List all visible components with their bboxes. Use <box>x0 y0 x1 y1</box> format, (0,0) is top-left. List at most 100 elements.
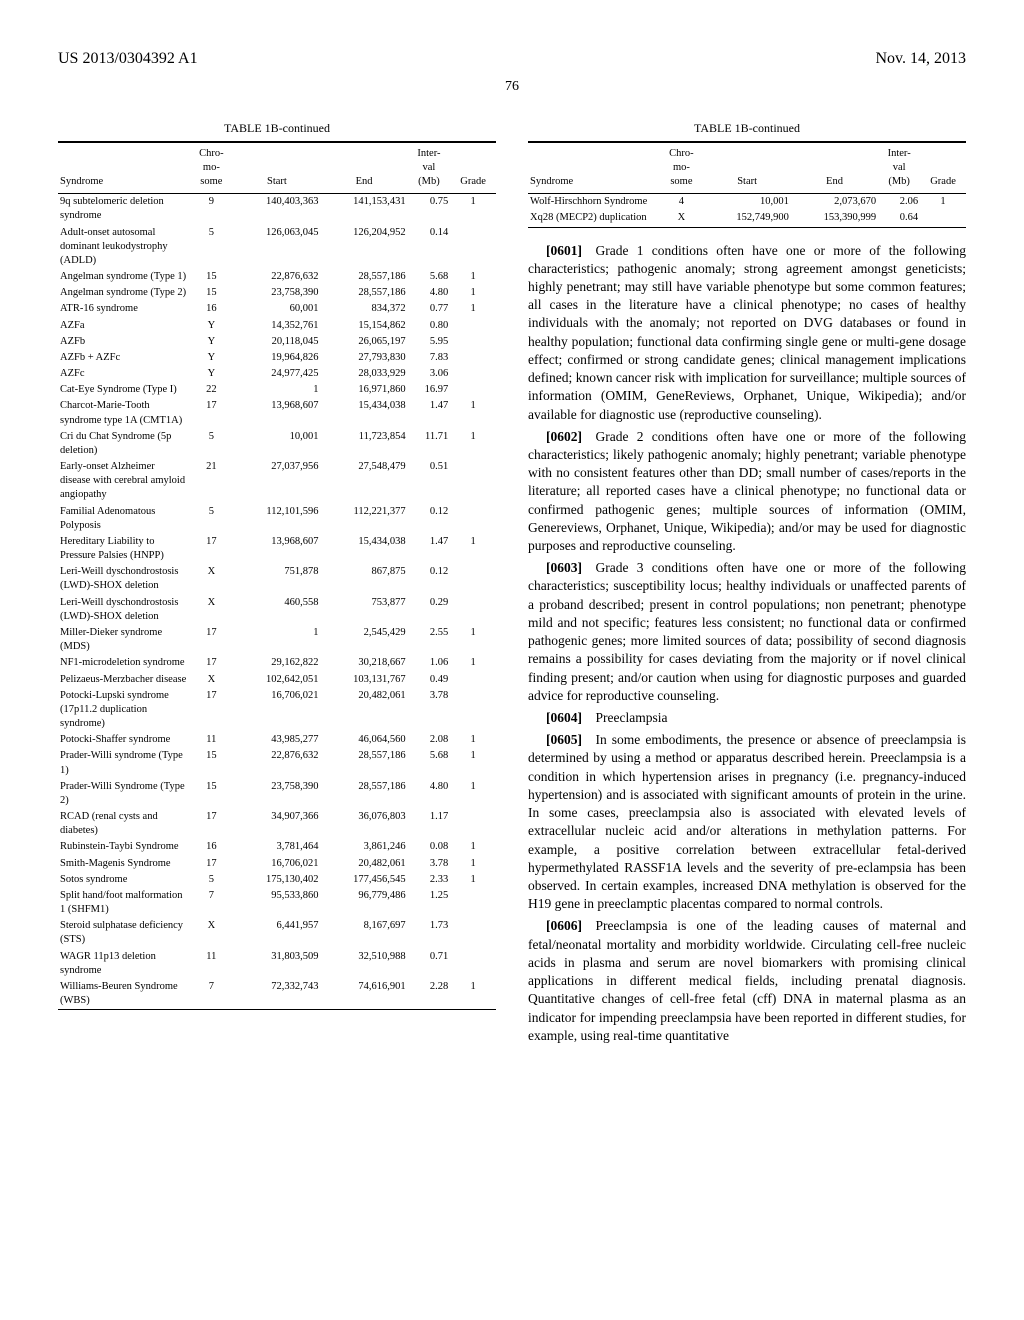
paragraph-number: [0601] <box>546 243 582 258</box>
table-row: Miller-Dieker syndrome (MDS)1712,545,429… <box>58 625 496 655</box>
table-cell: 3.78 <box>408 688 451 733</box>
table-row: Cat-Eye Syndrome (Type I)22116,971,86016… <box>58 382 496 398</box>
table-cell: 751,878 <box>233 564 320 594</box>
table-cell: 17 <box>189 398 233 428</box>
table-cell: 0.77 <box>408 301 451 317</box>
table-cell: 1 <box>450 534 496 564</box>
table-cell: Cri du Chat Syndrome (5p deletion) <box>58 429 189 459</box>
table-cell: 1 <box>920 194 966 211</box>
table-cell: 43,985,277 <box>233 732 320 748</box>
table-cell: 5 <box>189 429 233 459</box>
table-cell: X <box>189 672 233 688</box>
table-row: Leri-Weill dyschondrostosis (LWD)-SHOX d… <box>58 564 496 594</box>
table-cell: 24,977,425 <box>233 366 320 382</box>
table-row: Potocki-Shaffer syndrome1143,985,27746,0… <box>58 732 496 748</box>
table-cell: 15,154,862 <box>320 318 407 334</box>
table-cell: 6,441,957 <box>233 918 320 948</box>
paragraph: [0602] Grade 2 conditions often have one… <box>528 428 966 556</box>
column-header: Inter-val(Mb) <box>878 142 920 194</box>
table-row: Familial Adenomatous Polyposis5112,101,5… <box>58 504 496 534</box>
table-cell: 16,971,860 <box>320 382 407 398</box>
table-cell: Y <box>189 318 233 334</box>
table-cell: 5 <box>189 225 233 270</box>
table-cell: 10,001 <box>703 194 790 211</box>
table-cell: 29,162,822 <box>233 655 320 671</box>
table-cell: Y <box>189 350 233 366</box>
table-cell: 2.28 <box>408 979 451 1010</box>
table-cell: 102,642,051 <box>233 672 320 688</box>
table-cell: 17 <box>189 625 233 655</box>
table-cell <box>450 350 496 366</box>
table-cell: 112,221,377 <box>320 504 407 534</box>
table-cell: 140,403,363 <box>233 194 320 225</box>
table-cell: 0.80 <box>408 318 451 334</box>
paragraph-number: [0605] <box>546 732 582 747</box>
table-row: Williams-Beuren Syndrome (WBS)772,332,74… <box>58 979 496 1010</box>
table-cell: 96,779,486 <box>320 888 407 918</box>
table-row: AZFb + AZFcY19,964,82627,793,8307.83 <box>58 350 496 366</box>
paragraph-number: [0602] <box>546 429 582 444</box>
table-cell: 126,204,952 <box>320 225 407 270</box>
table-cell: 20,482,061 <box>320 688 407 733</box>
table-cell: 36,076,803 <box>320 809 407 839</box>
table-row: AZFcY24,977,42528,033,9293.06 <box>58 366 496 382</box>
table-cell: 2.33 <box>408 872 451 888</box>
table-cell <box>450 672 496 688</box>
table-cell: 11.71 <box>408 429 451 459</box>
column-header: Grade <box>450 142 496 194</box>
table-cell: 1 <box>450 979 496 1010</box>
table-row: Steroid sulphatase deficiency (STS)X6,44… <box>58 918 496 948</box>
table-cell: Miller-Dieker syndrome (MDS) <box>58 625 189 655</box>
table-cell: Split hand/foot malformation 1 (SHFM1) <box>58 888 189 918</box>
table-cell: Hereditary Liability to Pressure Palsies… <box>58 534 189 564</box>
table-cell: 17 <box>189 534 233 564</box>
table-cell: 1 <box>450 269 496 285</box>
table-cell: 31,803,509 <box>233 949 320 979</box>
table-cell: 753,877 <box>320 595 407 625</box>
table-cell: 9q subtelomeric deletion syndrome <box>58 194 189 225</box>
table-cell: 0.12 <box>408 564 451 594</box>
table-cell <box>450 888 496 918</box>
table-cell: 3,781,464 <box>233 839 320 855</box>
table-cell: 15,434,038 <box>320 534 407 564</box>
table-cell: Potocki-Lupski syndrome (17p11.2 duplica… <box>58 688 189 733</box>
table-cell: Y <box>189 334 233 350</box>
table-cell: 0.51 <box>408 459 451 504</box>
table-cell: Prader-Willi Syndrome (Type 2) <box>58 779 189 809</box>
table-row: Angelman syndrome (Type 2)1523,758,39028… <box>58 285 496 301</box>
table-cell: 153,390,999 <box>791 210 878 227</box>
table-cell: 1.17 <box>408 809 451 839</box>
table-cell <box>450 918 496 948</box>
paragraph-number: [0606] <box>546 918 582 933</box>
table-cell <box>450 334 496 350</box>
table-row: RCAD (renal cysts and diabetes)1734,907,… <box>58 809 496 839</box>
table-cell: 152,749,900 <box>703 210 790 227</box>
table-row: Split hand/foot malformation 1 (SHFM1)79… <box>58 888 496 918</box>
table-cell: 0.29 <box>408 595 451 625</box>
table-cell: 5.68 <box>408 748 451 778</box>
table-cell: Angelman syndrome (Type 2) <box>58 285 189 301</box>
table-cell: Angelman syndrome (Type 1) <box>58 269 189 285</box>
table-cell: 74,616,901 <box>320 979 407 1010</box>
table-cell: 14,352,761 <box>233 318 320 334</box>
table-cell: 0.14 <box>408 225 451 270</box>
table-cell: Smith-Magenis Syndrome <box>58 856 189 872</box>
table-cell: ATR-16 syndrome <box>58 301 189 317</box>
paragraph-number: [0603] <box>546 560 582 575</box>
table-cell: 112,101,596 <box>233 504 320 534</box>
table-cell: 17 <box>189 856 233 872</box>
table-cell: Leri-Weill dyschondrostosis (LWD)-SHOX d… <box>58 595 189 625</box>
table-cell: 3.06 <box>408 366 451 382</box>
table-cell: 15 <box>189 269 233 285</box>
two-column-content: TABLE 1B-continued SyndromeChro-mo-someS… <box>58 116 966 1044</box>
table-cell: 30,218,667 <box>320 655 407 671</box>
table-cell: 16,706,021 <box>233 856 320 872</box>
table-cell: 1 <box>450 194 496 225</box>
table-cell <box>450 949 496 979</box>
table-row: AZFaY14,352,76115,154,8620.80 <box>58 318 496 334</box>
table-cell: Xq28 (MECP2) duplication <box>528 210 659 227</box>
body-text: [0601] Grade 1 conditions often have one… <box>528 242 966 1045</box>
table-cell <box>450 225 496 270</box>
table-row: Rubinstein-Taybi Syndrome163,781,4643,86… <box>58 839 496 855</box>
table-cell: 22 <box>189 382 233 398</box>
